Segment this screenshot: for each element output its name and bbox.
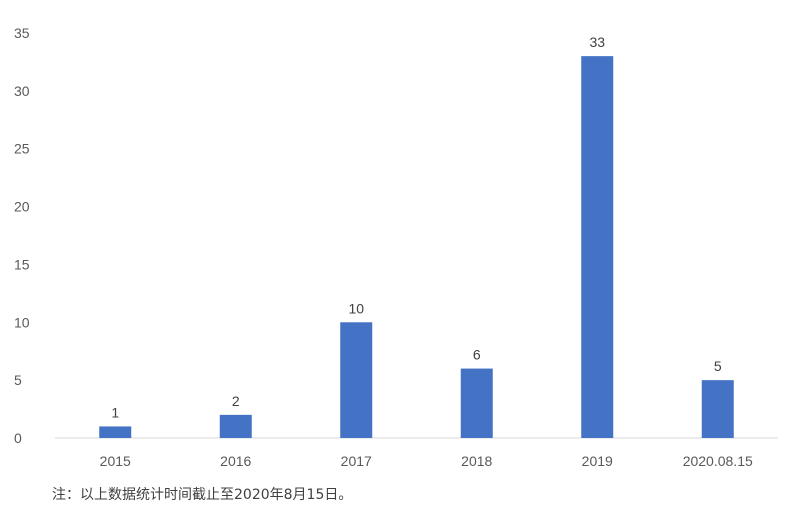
x-tick-label: 2016: [220, 453, 251, 469]
y-tick-label: 10: [14, 314, 30, 330]
y-tick-label: 5: [14, 372, 22, 388]
bar: [99, 426, 132, 438]
x-axis: 2015 2016 2017 2018 2019 2020.08.15: [100, 453, 753, 469]
bar-series: 1 2 10 6 33 5: [99, 34, 734, 439]
bar: [701, 380, 734, 438]
bar-value-label: 5: [714, 358, 722, 374]
bar: [219, 414, 252, 438]
bar-value-label: 2: [232, 393, 240, 409]
y-tick-label: 20: [14, 199, 30, 215]
x-tick-label: 2019: [582, 453, 613, 469]
y-axis: 0 5 10 15 20 25 30 35: [14, 25, 30, 446]
x-tick-label: 2020.08.15: [683, 453, 753, 469]
bar: [460, 368, 493, 438]
bar-value-label: 6: [473, 347, 481, 363]
y-tick-label: 25: [14, 141, 30, 157]
bar-chart: 0 5 10 15 20 25 30 35 1 2 10 6 33 5 2015 2016 2017 2018…: [14, 25, 778, 469]
bar: [581, 56, 614, 439]
bar: [340, 322, 373, 438]
x-tick-label: 2018: [461, 453, 492, 469]
y-tick-label: 35: [14, 25, 30, 41]
x-tick-label: 2017: [341, 453, 372, 469]
bar-value-label: 10: [348, 300, 364, 316]
bar-value-label: 33: [589, 34, 605, 50]
footnote: 注：以上数据统计时间截止至2020年8月15日。: [52, 487, 353, 503]
y-tick-label: 30: [14, 83, 30, 99]
y-tick-label: 0: [14, 430, 22, 446]
bar-value-label: 1: [111, 404, 119, 420]
y-tick-label: 15: [14, 256, 30, 272]
x-tick-label: 2015: [100, 453, 131, 469]
